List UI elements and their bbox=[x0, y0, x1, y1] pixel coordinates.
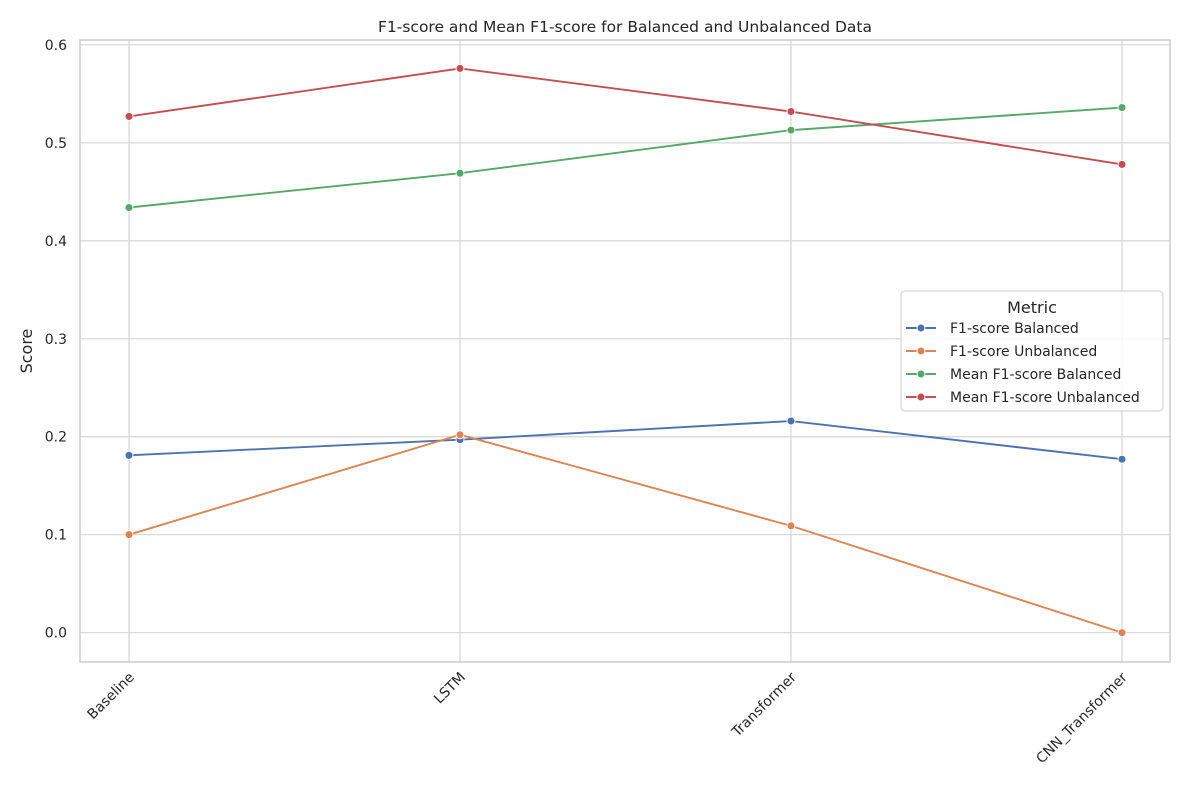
series-line bbox=[128, 420, 1123, 461]
data-point bbox=[786, 107, 796, 116]
legend-items: F1-score Balanced F1-score Unbalanced Mean… bbox=[906, 321, 1140, 406]
legend: Metric F1-score Balanced F1-score Unbalan… bbox=[900, 290, 1164, 412]
y-axis-ticks: 0.0 0.1 0.2 0.3 0.4 0.5 0.6 bbox=[45, 38, 67, 642]
x-tick-label: LSTM bbox=[431, 670, 469, 708]
legend-swatch-marker bbox=[916, 392, 926, 402]
data-point bbox=[786, 125, 796, 135]
data-point bbox=[124, 530, 134, 540]
x-tick-label: Transformer bbox=[728, 669, 800, 741]
x-tick-label: CNN_Transformer bbox=[1033, 669, 1131, 767]
legend-box bbox=[900, 290, 1164, 412]
y-tick-label: 0.4 bbox=[45, 234, 67, 250]
y-axis-label: Score bbox=[17, 329, 36, 374]
data-point bbox=[455, 168, 465, 178]
legend-item: Mean F1-score Balanced bbox=[906, 367, 1121, 383]
grid bbox=[80, 40, 1170, 662]
series-line bbox=[128, 433, 1123, 634]
series-mean-f1-score-balanced bbox=[124, 103, 1127, 212]
legend-label: Mean F1-score Unbalanced bbox=[950, 390, 1140, 406]
data-point bbox=[1117, 628, 1127, 638]
legend-swatch-marker bbox=[916, 323, 926, 333]
series-mean-f1-score-unbalanced bbox=[124, 63, 1127, 169]
data-point bbox=[786, 521, 796, 531]
data-point bbox=[455, 430, 465, 440]
data-point bbox=[1117, 454, 1127, 464]
legend-item: F1-score Balanced bbox=[906, 321, 1079, 337]
legend-label: Mean F1-score Balanced bbox=[950, 367, 1121, 383]
x-tick-label: Baseline bbox=[85, 670, 138, 723]
data-point bbox=[124, 111, 134, 121]
data-point bbox=[1117, 159, 1127, 169]
data-point bbox=[124, 450, 134, 460]
data-point bbox=[455, 63, 465, 73]
y-tick-label: 0.1 bbox=[45, 528, 67, 544]
chart-title: F1-score and Mean F1-score for Balanced … bbox=[378, 18, 872, 36]
data-point bbox=[786, 416, 796, 426]
data-point bbox=[1117, 103, 1127, 113]
legend-item: Mean F1-score Unbalanced bbox=[906, 390, 1140, 406]
series-layer bbox=[124, 63, 1127, 638]
legend-swatch-marker bbox=[916, 346, 926, 356]
legend-label: F1-score Unbalanced bbox=[950, 344, 1097, 360]
series-line bbox=[128, 106, 1123, 209]
y-tick-label: 0.2 bbox=[45, 430, 67, 446]
axes-frame bbox=[79, 39, 1171, 663]
data-point bbox=[124, 203, 134, 212]
series-f1-score-balanced bbox=[124, 416, 1127, 464]
y-tick-label: 0.6 bbox=[45, 38, 67, 54]
y-tick-label: 0.3 bbox=[45, 332, 67, 348]
y-tick-label: 0.5 bbox=[45, 136, 67, 152]
legend-label: F1-score Balanced bbox=[950, 321, 1079, 337]
series-f1-score-unbalanced bbox=[124, 430, 1127, 638]
legend-item: F1-score Unbalanced bbox=[906, 344, 1097, 360]
legend-swatch-marker bbox=[916, 369, 926, 379]
y-tick-label: 0.0 bbox=[45, 626, 67, 642]
x-axis-ticks: Baseline LSTM Transformer CNN_Transformer bbox=[85, 669, 1131, 767]
legend-title: Metric bbox=[1007, 298, 1057, 317]
series-line bbox=[128, 67, 1123, 166]
